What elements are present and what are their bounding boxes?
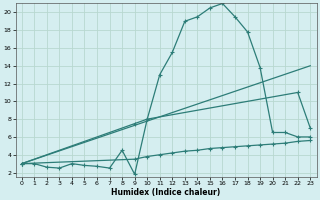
X-axis label: Humidex (Indice chaleur): Humidex (Indice chaleur) bbox=[111, 188, 221, 197]
